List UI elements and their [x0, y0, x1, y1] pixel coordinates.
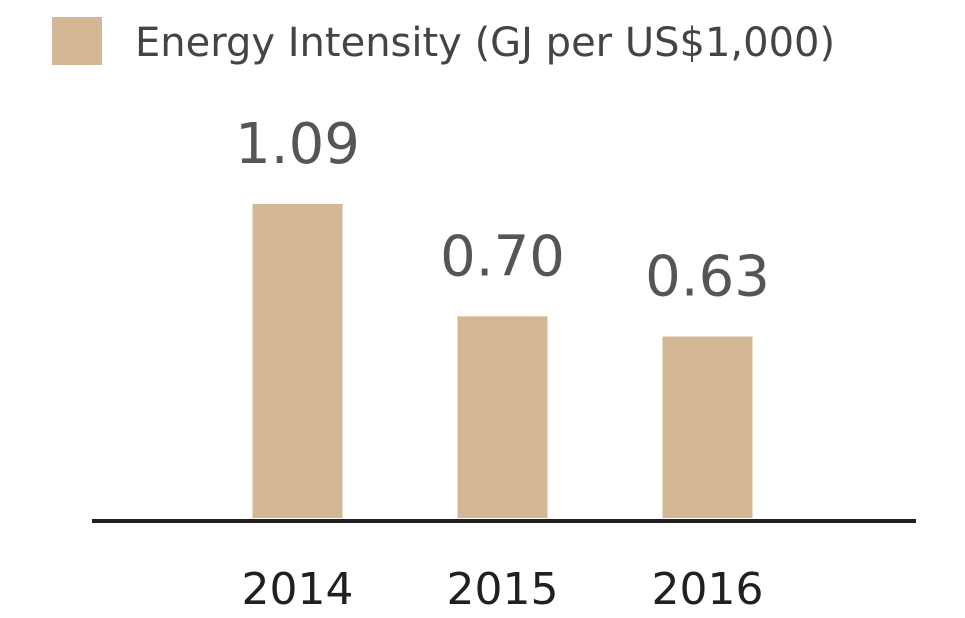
x-tick-label: 2016 [652, 564, 764, 615]
legend-label: Energy Intensity (GJ per US$1,000) [135, 20, 835, 66]
value-label: 1.09 [235, 112, 360, 177]
x-tick-label: 2014 [242, 564, 354, 615]
bar [252, 204, 343, 518]
value-label: 0.70 [440, 224, 565, 289]
value-label: 0.63 [645, 245, 770, 310]
bar [457, 316, 548, 518]
bar [662, 336, 753, 518]
legend-swatch [52, 17, 102, 65]
x-tick-label: 2015 [447, 564, 559, 615]
